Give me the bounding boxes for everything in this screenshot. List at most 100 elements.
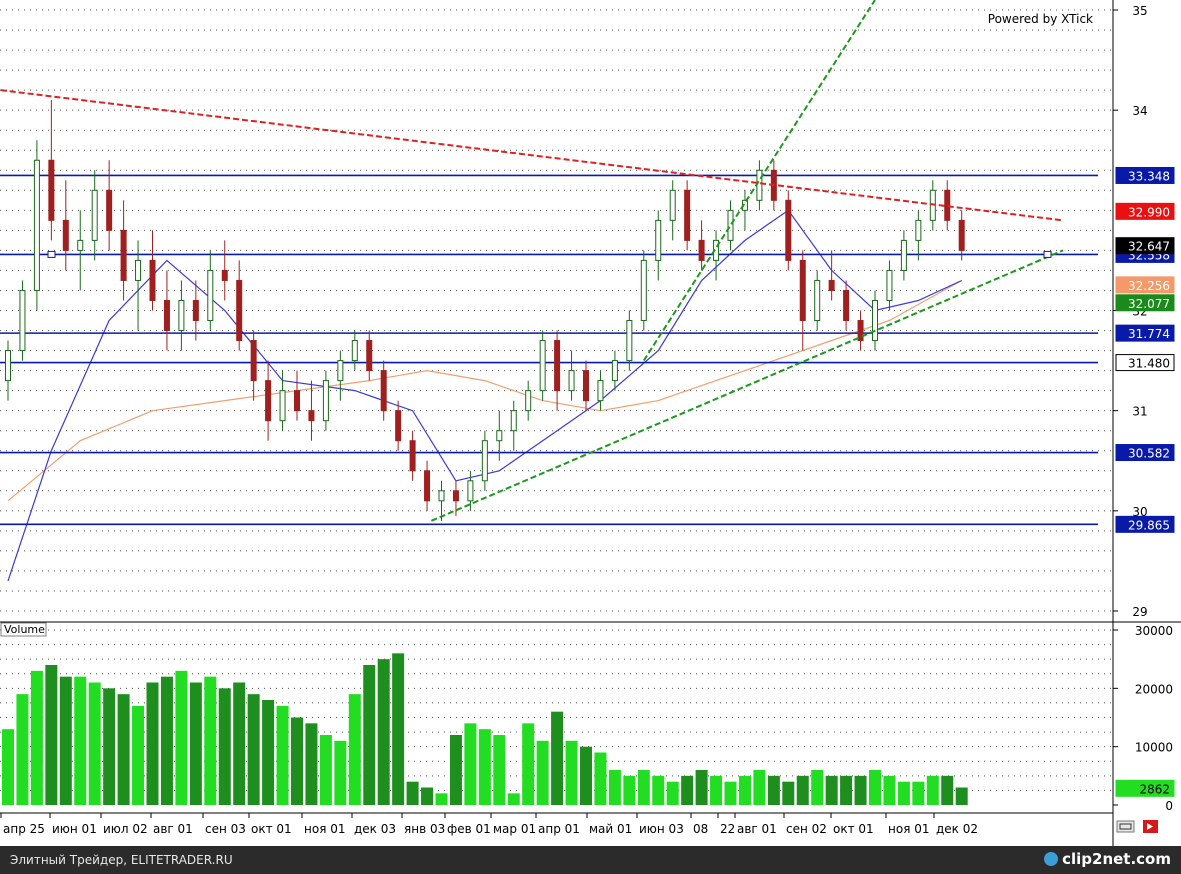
price-tag: 32.647 xyxy=(1128,240,1170,254)
price-tags: 33.34832.55831.77431.48030.58229.86532.9… xyxy=(47,166,1175,797)
volume-bar xyxy=(551,711,564,805)
volume-label: Volume xyxy=(4,623,45,636)
volume-bar xyxy=(175,670,188,805)
time-tick-label: авг 01 xyxy=(153,822,193,836)
candle-body xyxy=(568,370,575,392)
volume-bar xyxy=(565,740,578,805)
candle-body xyxy=(481,440,488,482)
candle-body xyxy=(554,340,561,392)
time-tick-label: дек 02 xyxy=(936,822,978,836)
volume-bar xyxy=(854,775,867,805)
volume-tag: 2862 xyxy=(1139,782,1170,796)
candle-body xyxy=(828,279,835,291)
time-tick-label: окт 01 xyxy=(833,822,874,836)
volume-bar xyxy=(421,787,434,805)
candle-body xyxy=(294,390,300,412)
volume-bar xyxy=(233,682,246,805)
volume-bar xyxy=(926,775,939,805)
horizontal-levels xyxy=(0,174,1098,526)
price-tag-bg xyxy=(1115,202,1175,220)
candle-body xyxy=(467,480,474,502)
time-tick-label: дек 03 xyxy=(354,822,396,836)
candle-body xyxy=(163,299,170,332)
volume-bar xyxy=(464,723,477,805)
time-tick-label: апр 25 xyxy=(3,822,45,836)
price-tag-bg xyxy=(1115,237,1175,255)
candle-body xyxy=(597,380,604,402)
candle-body xyxy=(424,470,431,502)
candle-body xyxy=(438,490,445,502)
volume-tag-bg xyxy=(1115,779,1175,797)
time-tick-label: май 01 xyxy=(589,822,632,836)
level-label: 30.582 xyxy=(1128,447,1170,461)
volume-bar xyxy=(738,775,751,805)
volume-bar xyxy=(392,653,405,805)
level-label: 31.774 xyxy=(1128,327,1170,341)
footer-brand: clip2net.com xyxy=(1044,850,1171,868)
candle-body xyxy=(221,269,228,281)
candle-body xyxy=(915,219,922,241)
volume-bar xyxy=(16,694,29,805)
candle-body xyxy=(583,370,589,402)
candle-body xyxy=(944,189,951,221)
volume-bar xyxy=(160,676,173,805)
price-tick-label: 30 xyxy=(1132,505,1147,519)
level-label-bg xyxy=(1115,166,1175,184)
time-tick-label: авг 01 xyxy=(737,822,777,836)
time-tick-label: июл 02 xyxy=(103,822,148,836)
candle-body xyxy=(19,289,26,352)
time-tick-label: фев 01 xyxy=(447,822,491,836)
time-tick-label: мар 01 xyxy=(493,822,536,836)
candle-body xyxy=(525,390,532,412)
time-tick-label: июн 03 xyxy=(639,822,684,836)
candle-body xyxy=(192,299,199,322)
candle-body xyxy=(33,159,40,291)
volume-bar xyxy=(218,688,231,805)
volume-bar xyxy=(840,775,853,805)
volume-label-box xyxy=(0,622,47,637)
candle-body xyxy=(510,410,517,432)
price-tick-label: 35 xyxy=(1132,4,1147,18)
volume-bar xyxy=(652,775,665,805)
time-tick-label: окт 01 xyxy=(251,822,292,836)
candle-body xyxy=(380,370,387,412)
support-trendline xyxy=(642,0,876,362)
volume-bar xyxy=(262,700,275,805)
volume-bar xyxy=(2,729,14,805)
volume-bar xyxy=(291,717,303,805)
time-tick-label: ноя 01 xyxy=(888,822,930,836)
candle-body xyxy=(886,269,893,301)
price-tag: 32.256 xyxy=(1128,279,1170,293)
candle-body xyxy=(640,259,647,322)
candle-body xyxy=(366,340,373,372)
volume-tick-label: 30000 xyxy=(1135,624,1173,638)
candle-body xyxy=(308,410,315,422)
candle-body xyxy=(669,189,676,221)
volume-bar xyxy=(348,694,361,805)
candle-body xyxy=(409,440,416,472)
volume-bar xyxy=(117,694,130,805)
candle-body xyxy=(5,350,11,382)
time-tick-label: сен 02 xyxy=(786,822,827,836)
volume-bar xyxy=(536,740,549,805)
candle-body xyxy=(785,199,792,261)
watermark: Powered by XTick xyxy=(988,12,1093,26)
volume-bar xyxy=(666,781,679,805)
candle-body xyxy=(265,380,272,422)
candle-body xyxy=(120,229,127,281)
exit-icon[interactable] xyxy=(1143,820,1158,833)
time-tick-label: ноя 01 xyxy=(304,822,346,836)
volume-bar xyxy=(869,770,881,805)
candle-body xyxy=(814,279,821,322)
volume-bar xyxy=(132,705,145,805)
chart-mode-icon[interactable] xyxy=(1116,820,1135,833)
volume-bar xyxy=(493,735,506,805)
volume-bar xyxy=(825,775,838,805)
volume-bar xyxy=(594,752,607,805)
volume-bar xyxy=(435,793,448,805)
volume-bar xyxy=(449,735,462,805)
candle-body xyxy=(337,360,344,382)
volume-bar xyxy=(319,735,332,805)
candle-body xyxy=(756,169,763,201)
candle-body xyxy=(958,219,965,251)
